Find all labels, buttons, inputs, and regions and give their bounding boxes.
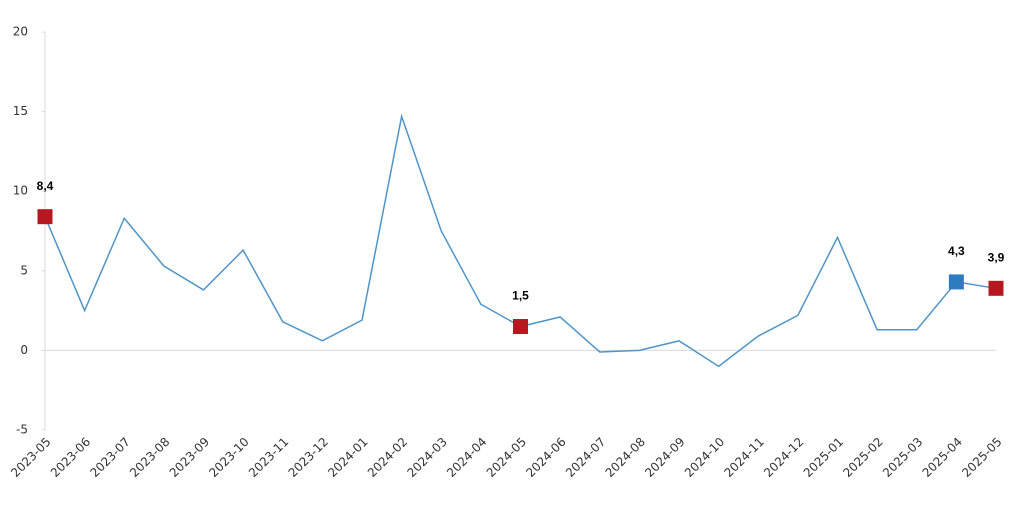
x-tick-label: 2025-04 xyxy=(920,435,965,480)
x-tick-label: 2024-01 xyxy=(325,435,370,480)
x-tick-label: 2024-07 xyxy=(563,435,608,480)
x-tick-label: 2024-03 xyxy=(404,435,449,480)
x-tick-label: 2023-08 xyxy=(127,435,172,480)
y-tick-label: 20 xyxy=(13,25,28,39)
x-tick-label: 2023-06 xyxy=(48,435,93,480)
x-tick-label: 2023-07 xyxy=(87,435,132,480)
data-label: 4,3 xyxy=(948,244,965,258)
x-tick-label: 2024-02 xyxy=(365,435,410,480)
x-tick-label: 2024-09 xyxy=(642,435,687,480)
data-label: 3,9 xyxy=(988,250,1005,264)
y-tick-label: 5 xyxy=(20,263,28,277)
x-tick-label: 2025-01 xyxy=(801,435,846,480)
x-tick-label: 2023-09 xyxy=(167,435,212,480)
x-tick-label: 2024-12 xyxy=(761,435,806,480)
x-tick-label: 2023-11 xyxy=(246,435,291,480)
x-tick-label: 2025-05 xyxy=(959,435,1004,480)
x-tick-label: 2024-08 xyxy=(603,435,648,480)
x-tick-label: 2024-10 xyxy=(682,435,727,480)
data-label: 8,4 xyxy=(37,179,54,193)
marker xyxy=(948,274,964,290)
marker xyxy=(988,280,1004,296)
x-tick-label: 2023-05 xyxy=(8,435,53,480)
x-tick-label: 2024-05 xyxy=(484,435,529,480)
y-tick-label: 10 xyxy=(13,184,28,198)
y-tick-label: -5 xyxy=(16,423,28,437)
x-tick-label: 2023-12 xyxy=(286,435,331,480)
x-tick-label: 2024-06 xyxy=(523,435,568,480)
x-tick-label: 2024-11 xyxy=(721,435,766,480)
marker xyxy=(37,209,53,225)
y-tick-label: 15 xyxy=(13,104,28,118)
marker xyxy=(513,319,528,335)
y-tick-label: 0 xyxy=(20,343,28,357)
data-label: 1,5 xyxy=(512,289,529,303)
x-tick-label: 2024-04 xyxy=(444,435,489,480)
x-tick-label: 2025-03 xyxy=(880,435,925,480)
x-tick-label: 2025-02 xyxy=(840,435,885,480)
x-tick-label: 2023-10 xyxy=(206,435,251,480)
